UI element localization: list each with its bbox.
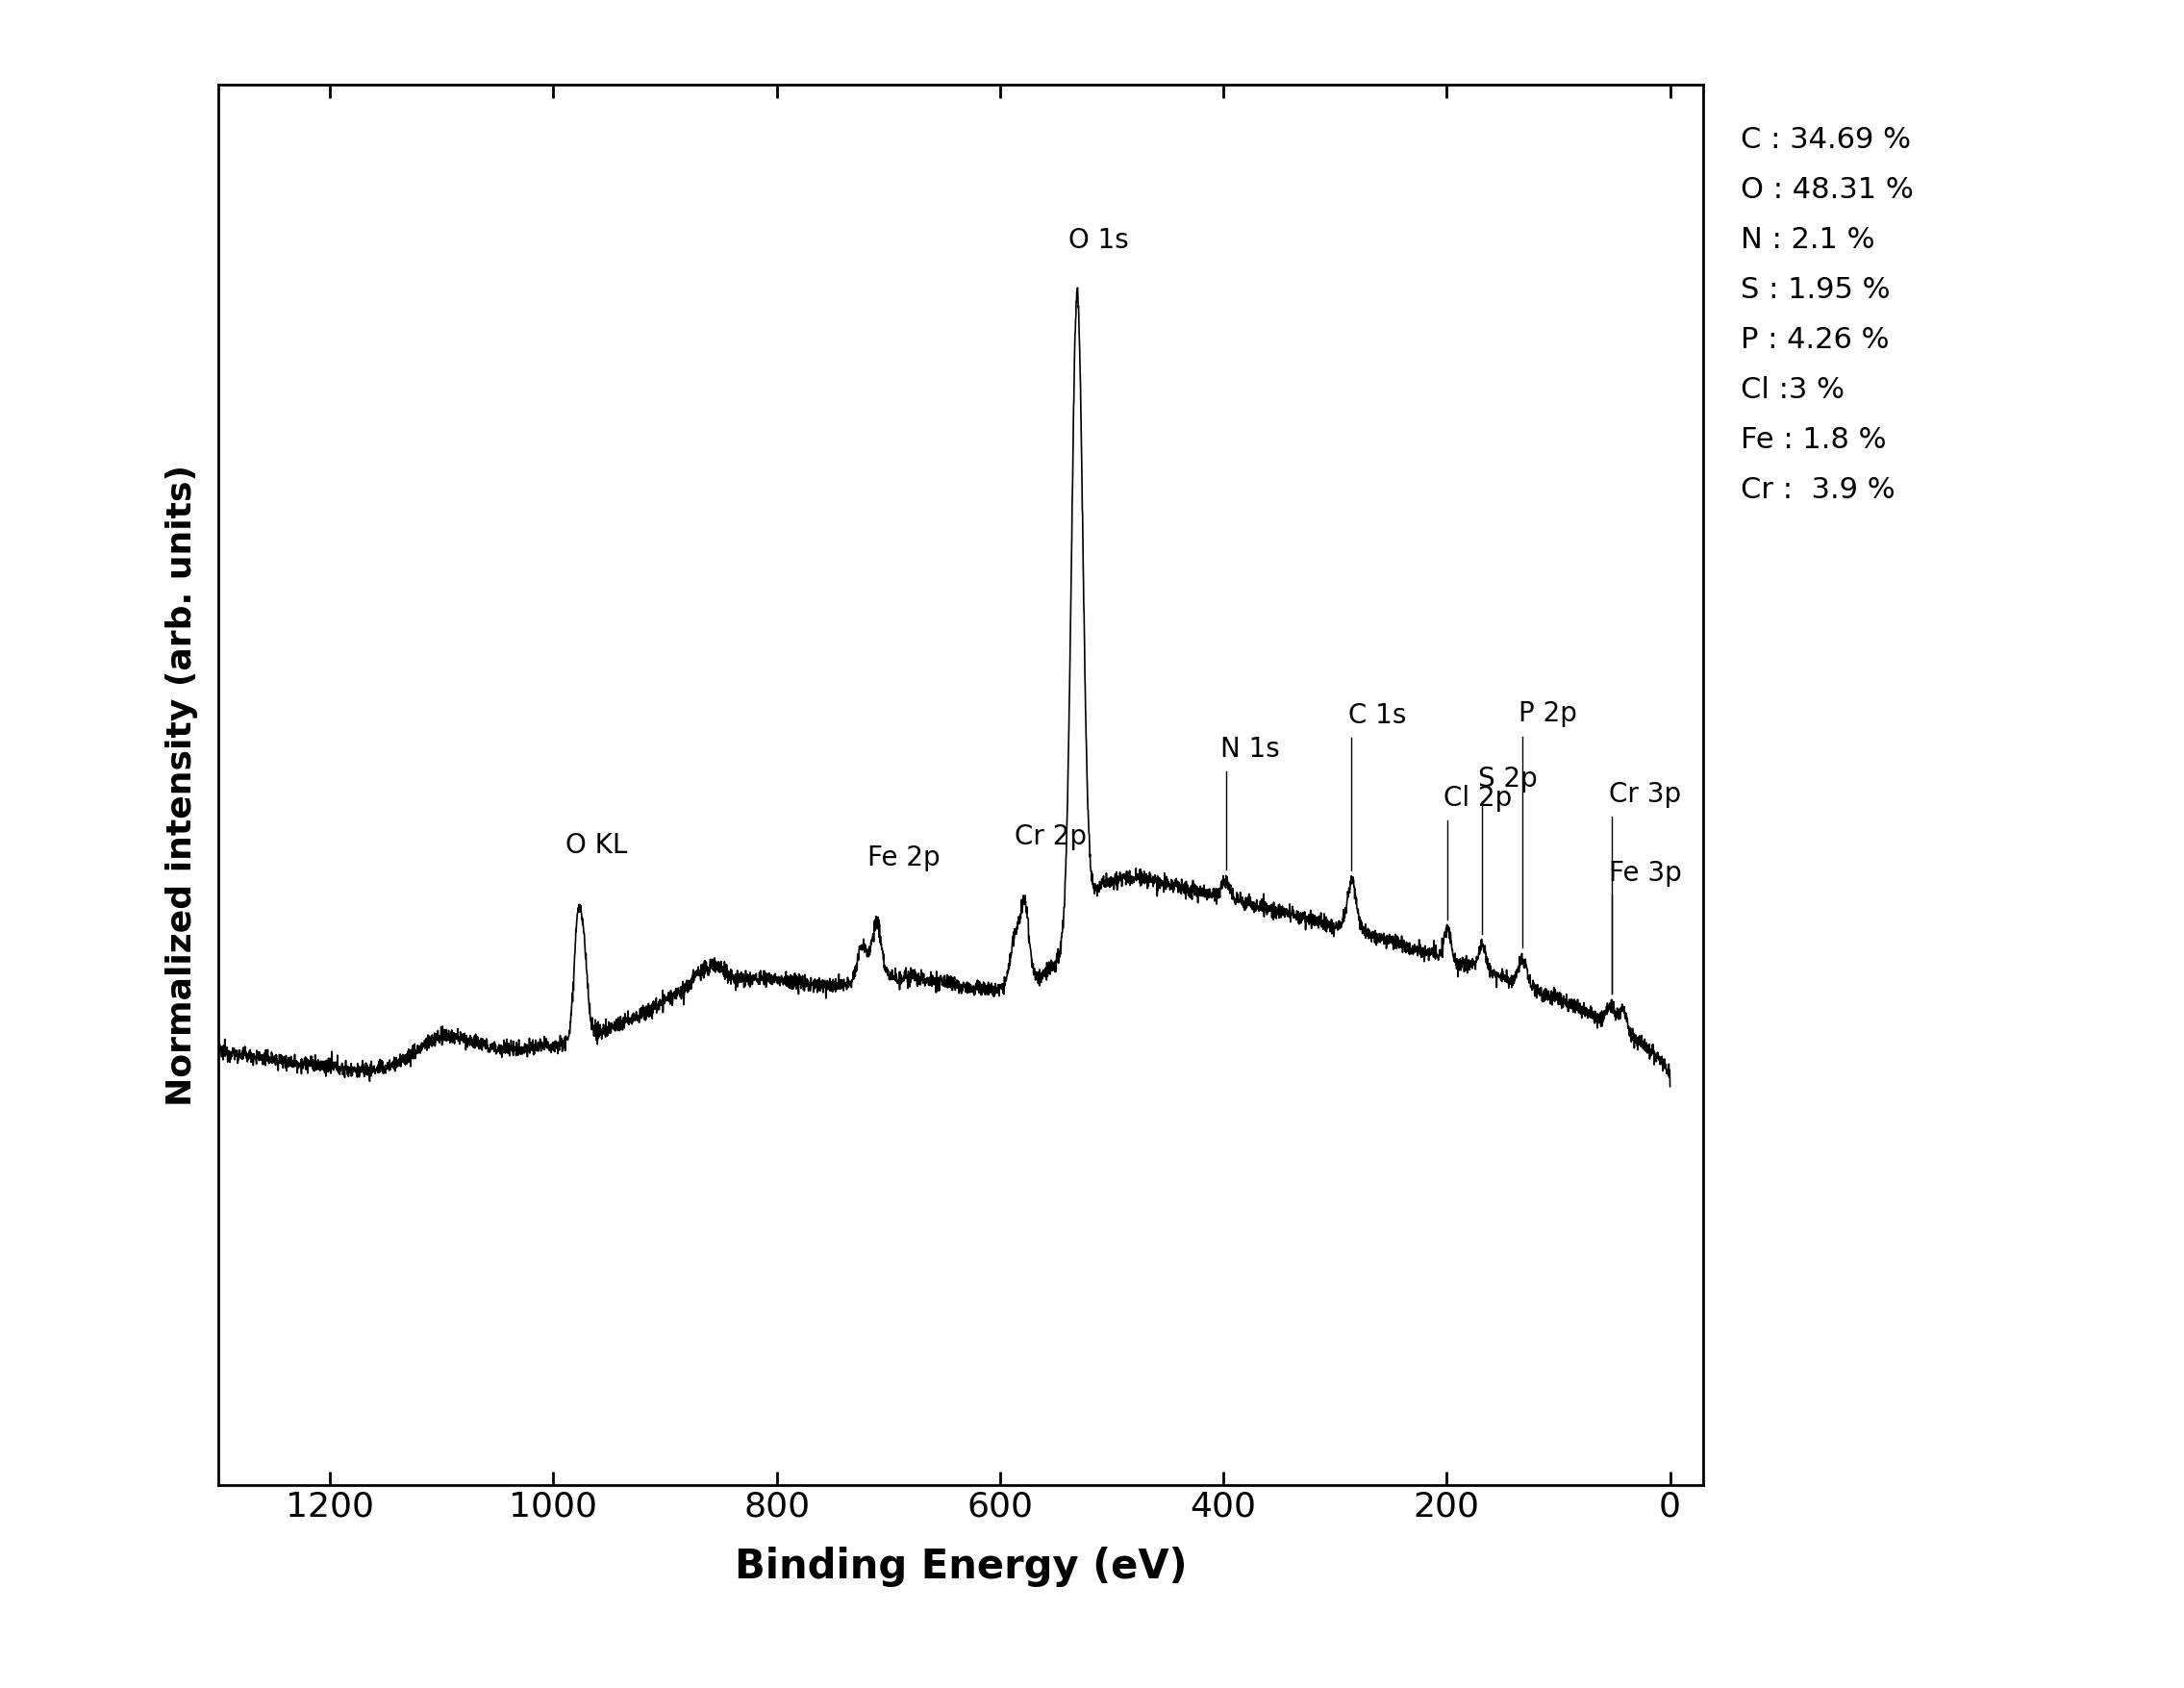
Text: Fe 2p: Fe 2p xyxy=(867,844,939,871)
Text: P 2p: P 2p xyxy=(1518,701,1577,728)
X-axis label: Binding Energy (eV): Binding Energy (eV) xyxy=(734,1546,1188,1587)
Text: O KL: O KL xyxy=(566,832,627,859)
Text: S 2p: S 2p xyxy=(1479,765,1538,792)
Text: N 1s: N 1s xyxy=(1221,736,1280,763)
Text: Cl 2p: Cl 2p xyxy=(1444,785,1511,812)
Text: Cr 3p: Cr 3p xyxy=(1610,780,1682,807)
Text: Cr 2p: Cr 2p xyxy=(1013,824,1085,851)
Y-axis label: Normalized intensity (arb. units): Normalized intensity (arb. units) xyxy=(166,464,199,1106)
Text: C 1s: C 1s xyxy=(1348,702,1406,729)
Text: O 1s: O 1s xyxy=(1068,226,1129,253)
Text: C : 34.69 %
O : 48.31 %
N : 2.1 %
S : 1.95 %
P : 4.26 %
Cl :3 %
Fe : 1.8 %
Cr : : C : 34.69 % O : 48.31 % N : 2.1 % S : 1.… xyxy=(1741,127,1913,505)
Text: Fe 3p: Fe 3p xyxy=(1610,859,1682,886)
